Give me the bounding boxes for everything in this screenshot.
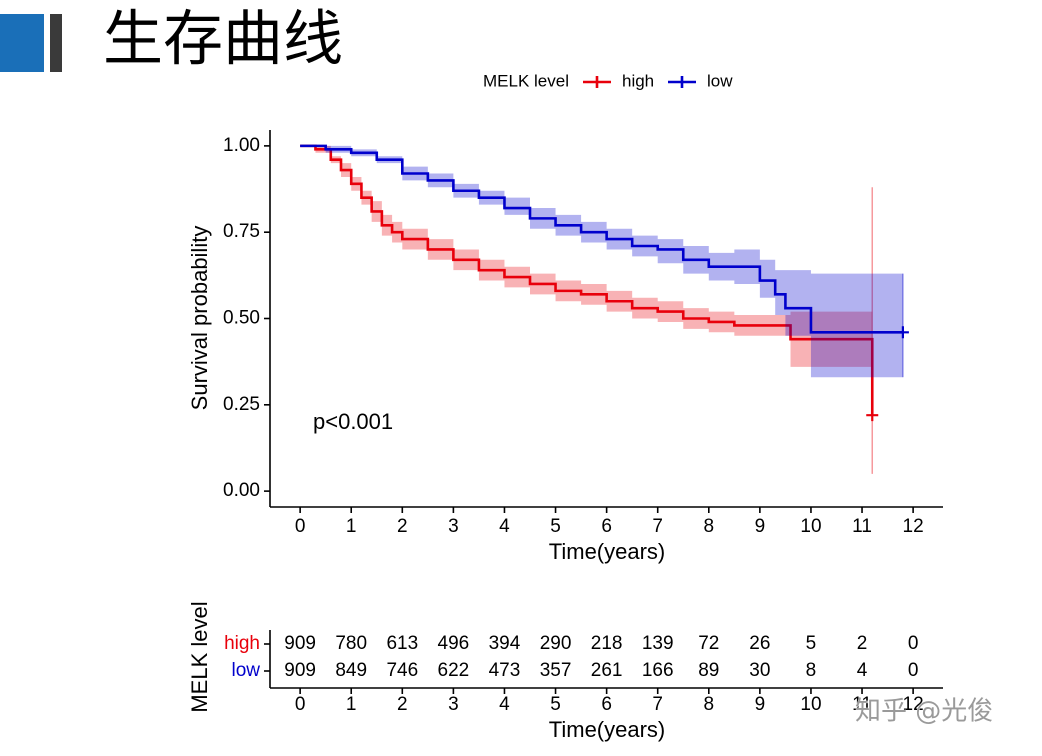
p-value: p<0.001: [313, 409, 393, 434]
risk-count: 746: [386, 660, 418, 681]
risk-count: 8: [806, 660, 817, 681]
x-axis-title: Time(years): [549, 717, 666, 742]
risk-count: 622: [438, 660, 470, 681]
risk-count: 139: [642, 633, 674, 654]
legend-title: MELK level: [483, 71, 569, 90]
title-accent: [50, 14, 62, 72]
x-tick-label: 11: [852, 516, 872, 537]
y-tick-label: 0.50: [223, 308, 260, 329]
title-accent: [0, 14, 44, 72]
risk-count: 780: [335, 633, 367, 654]
x-tick-label: 0: [295, 516, 306, 537]
slide-title: 生存曲线: [103, 5, 343, 75]
risk-count: 5: [806, 633, 817, 654]
x-tick-label: 5: [550, 516, 561, 537]
legend-swatch: [583, 76, 611, 88]
risk-count: 218: [591, 633, 623, 654]
survival-curve: [300, 144, 903, 334]
y-axis-title: MELK level: [187, 601, 212, 712]
y-tick-label: 0.00: [223, 480, 260, 501]
x-tick-label: 9: [755, 516, 766, 537]
x-tick-label: 6: [601, 516, 612, 537]
risk-count: 72: [698, 633, 719, 654]
censor-mark: [866, 409, 879, 422]
x-tick-label: 11: [852, 694, 872, 715]
risk-count: 89: [698, 660, 719, 681]
x-tick-label: 12: [903, 694, 924, 715]
risk-count: 4: [857, 660, 868, 681]
censor-mark: [896, 326, 909, 339]
x-tick-label: 4: [499, 694, 510, 715]
y-tick-label: 0.25: [223, 394, 260, 415]
y-tick-label: 1.00: [223, 135, 260, 156]
x-tick-label: 6: [601, 694, 612, 715]
x-tick-label: 3: [448, 694, 459, 715]
x-tick-label: 3: [448, 516, 459, 537]
confidence-band: [300, 145, 903, 378]
risk-count: 909: [284, 633, 316, 654]
risk-count: 290: [540, 633, 572, 654]
y-axis-title: Survival probability: [187, 226, 212, 411]
risk-count: 0: [908, 660, 919, 681]
x-tick-label: 2: [397, 694, 408, 715]
risk-count: 30: [749, 660, 770, 681]
x-axis-title: Time(years): [549, 539, 666, 564]
x-tick-label: 1: [346, 694, 357, 715]
legend-label: low: [707, 71, 733, 90]
risk-count: 2: [857, 633, 868, 654]
x-tick-label: 7: [652, 694, 663, 715]
x-tick-label: 7: [652, 516, 663, 537]
risk-count: 261: [591, 660, 623, 681]
confidence-band: [300, 145, 873, 474]
x-tick-label: 0: [295, 694, 306, 715]
survival-curve: [300, 144, 874, 416]
x-tick-label: 8: [704, 694, 715, 715]
x-tick-label: 10: [800, 694, 821, 715]
row-label: low: [231, 660, 260, 681]
risk-count: 357: [540, 660, 572, 681]
x-tick-label: 2: [397, 516, 408, 537]
risk-count: 496: [438, 633, 470, 654]
watermark: 知乎 @光俊: [855, 697, 993, 727]
legend-swatch: [668, 76, 696, 88]
risk-count: 849: [335, 660, 367, 681]
y-tick-label: 0.75: [223, 221, 260, 242]
risk-count: 394: [489, 633, 521, 654]
x-tick-label: 1: [346, 516, 357, 537]
row-label: high: [224, 633, 260, 654]
risk-count: 166: [642, 660, 674, 681]
risk-count: 909: [284, 660, 316, 681]
x-tick-label: 8: [704, 516, 715, 537]
x-tick-label: 12: [903, 516, 924, 537]
x-tick-label: 10: [800, 516, 821, 537]
risk-count: 0: [908, 633, 919, 654]
risk-count: 473: [489, 660, 521, 681]
x-tick-label: 4: [499, 516, 510, 537]
risk-count: 613: [386, 633, 418, 654]
risk-count: 26: [749, 633, 770, 654]
x-tick-label: 5: [550, 694, 561, 715]
x-tick-label: 9: [755, 694, 766, 715]
legend-label: high: [622, 71, 654, 90]
